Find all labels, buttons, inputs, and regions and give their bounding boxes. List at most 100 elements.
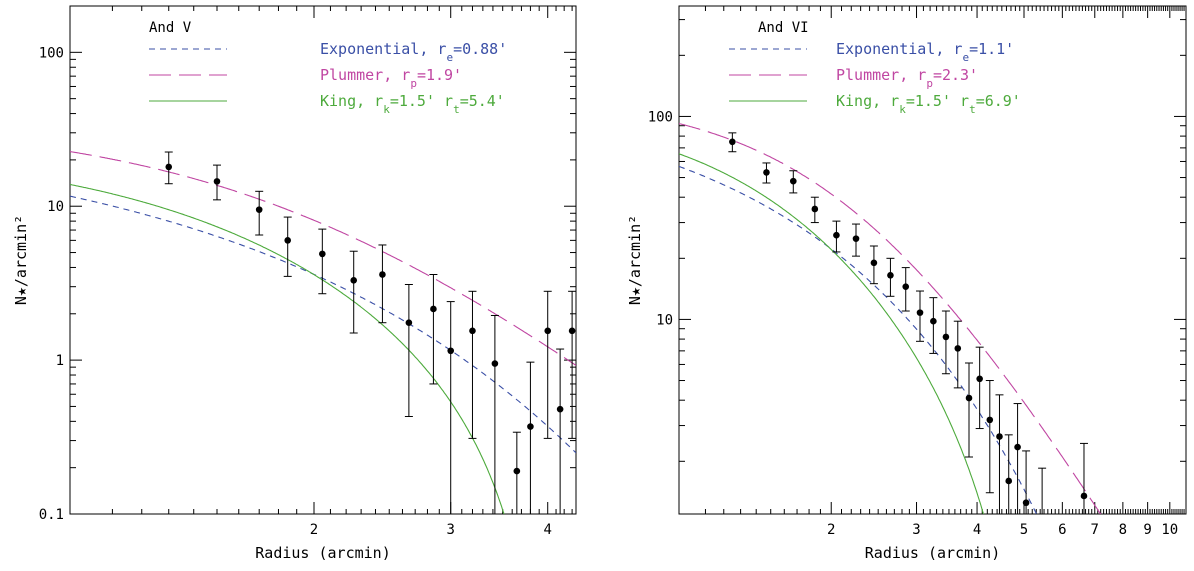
data-point xyxy=(986,416,994,424)
data-points xyxy=(164,151,576,514)
legend-text-part: Exponential, r xyxy=(320,40,446,58)
data-point xyxy=(1039,515,1046,522)
x-tick-label: 2 xyxy=(827,522,835,538)
data-point xyxy=(284,237,292,244)
x-tick-label: 3 xyxy=(446,522,454,538)
model-curve-plummer xyxy=(679,122,1102,514)
model-curves xyxy=(70,151,576,514)
x-tick-label: 2 xyxy=(310,522,318,538)
legend-text-part: =1.5' xyxy=(906,92,951,110)
legend-text-part: =1.9' xyxy=(417,66,462,84)
legend-subscript: k xyxy=(899,103,906,116)
data-point xyxy=(556,405,564,413)
data-point xyxy=(1014,443,1021,451)
legend-subscript: t xyxy=(453,103,460,116)
data-point xyxy=(789,177,797,185)
data-point xyxy=(965,394,973,402)
x-tick-label: 7 xyxy=(1091,522,1099,538)
data-point xyxy=(870,259,878,267)
legend-subscript: e xyxy=(962,51,969,64)
x-axis-label: Radius (arcmin) xyxy=(255,544,390,562)
data-point xyxy=(350,277,358,284)
model-curves xyxy=(679,122,1102,514)
x-tick-label: 8 xyxy=(1119,522,1127,538)
y-tick-label: 100 xyxy=(39,45,64,61)
legend-subscript: t xyxy=(969,103,976,116)
y-tick-label: 1 xyxy=(56,353,64,369)
legend-text-part: King, r xyxy=(320,92,383,110)
x-tick-label: 4 xyxy=(973,522,981,538)
model-curve-king xyxy=(70,183,505,514)
model-curve-exponential xyxy=(70,195,576,454)
legend-text-part: =6.9' xyxy=(976,92,1021,110)
data-point xyxy=(544,327,552,335)
y-axis-label: N★/arcmin² xyxy=(12,215,30,305)
legend-text-part: Plummer, r xyxy=(836,66,926,84)
y-axis-label: N★/arcmin² xyxy=(626,215,644,305)
x-tick-label: 9 xyxy=(1143,522,1151,538)
legend-label-king: King, rk=1.5' rt=6.9' xyxy=(836,92,1021,116)
data-point xyxy=(165,163,173,171)
legend-subscript: p xyxy=(926,77,933,90)
data-point xyxy=(942,333,950,341)
legend-label-plummer: Plummer, rp=2.3' xyxy=(836,66,978,90)
legend-text-part: =0.88' xyxy=(453,40,507,58)
data-point xyxy=(491,360,499,367)
data-point xyxy=(1080,492,1088,500)
data-point xyxy=(852,235,860,242)
legend-label-king: King, rk=1.5' rt=5.4' xyxy=(320,92,505,116)
legend-text-part: King, r xyxy=(836,92,899,110)
legend-text-part: =2.3' xyxy=(933,66,978,84)
legend-text-part: Plummer, r xyxy=(320,66,410,84)
x-tick-label: 4 xyxy=(543,522,551,538)
data-point xyxy=(902,283,910,290)
x-tick-label: 3 xyxy=(912,522,920,538)
data-point xyxy=(954,345,962,352)
data-point xyxy=(763,169,770,176)
data-point xyxy=(916,309,924,316)
legend-text-part: Exponential, r xyxy=(836,40,962,58)
legend-text-part: =1.5' xyxy=(390,92,435,110)
y-tick-label: 10 xyxy=(656,312,673,328)
model-curve-plummer xyxy=(70,151,576,366)
y-tick-label: 10 xyxy=(47,199,64,215)
data-point xyxy=(887,271,894,279)
data-point xyxy=(513,467,521,475)
legend-subscript: e xyxy=(446,51,453,64)
data-point xyxy=(976,375,983,383)
chart-panel-1: 2 3 4 0.1 1 10 100 Radius (arcmin) N★/arcmin² And… xyxy=(12,5,577,562)
data-point xyxy=(1022,499,1030,507)
y-tick-label: 100 xyxy=(648,109,673,125)
legend-text-part: =1.1' xyxy=(969,40,1014,58)
x-axis-label: Radius (arcmin) xyxy=(865,544,1000,562)
data-point xyxy=(930,317,937,325)
legend-label-exponential: Exponential, re=1.1' xyxy=(836,40,1014,64)
data-point xyxy=(319,250,326,258)
x-tick-label: 6 xyxy=(1058,522,1066,538)
data-point xyxy=(213,178,221,185)
chart-panel-2: 2 3 4 5 6 7 8 9 10 10 100 Radius (arcmin) N★/arcmin²… xyxy=(626,5,1187,562)
data-point xyxy=(469,327,476,335)
legend-subscript: k xyxy=(383,103,390,116)
model-curve-exponential xyxy=(679,165,1038,514)
data-points xyxy=(728,132,1088,522)
data-point xyxy=(833,231,840,239)
data-point xyxy=(447,347,455,355)
data-point xyxy=(996,433,1003,440)
model-curve-king xyxy=(679,153,985,514)
x-tick-label: 10 xyxy=(1161,522,1178,538)
panel-title: And V xyxy=(149,20,192,36)
legend-subscript: p xyxy=(410,77,417,90)
data-point xyxy=(568,327,576,335)
legend-text-part: r xyxy=(951,92,969,110)
data-point xyxy=(811,205,819,213)
data-point xyxy=(527,423,534,430)
data-point xyxy=(729,138,736,146)
data-point xyxy=(430,305,437,313)
data-point xyxy=(405,319,413,327)
data-point xyxy=(379,271,386,278)
legend-text-part: =5.4' xyxy=(460,92,505,110)
y-tick-label: 0.1 xyxy=(39,507,64,523)
plot-frame xyxy=(69,5,577,515)
